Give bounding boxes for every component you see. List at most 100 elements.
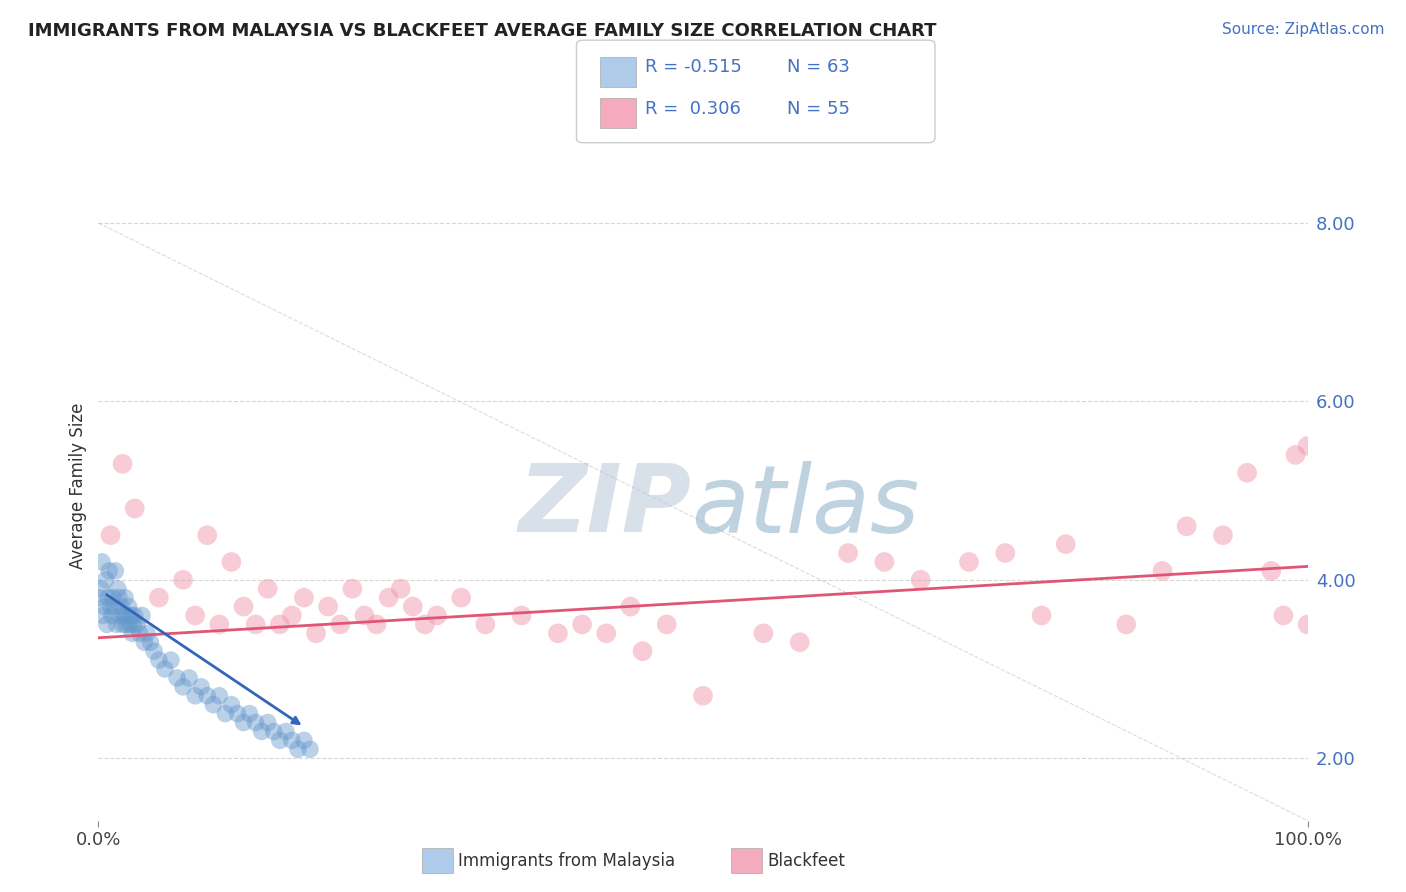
Point bbox=[96, 617, 118, 632]
Point bbox=[402, 599, 425, 614]
Point bbox=[287, 742, 309, 756]
Point bbox=[120, 608, 142, 623]
Point bbox=[98, 564, 121, 578]
Point bbox=[232, 599, 254, 614]
Point bbox=[114, 591, 136, 605]
Point bbox=[305, 626, 328, 640]
Text: Blackfeet: Blackfeet bbox=[768, 852, 845, 870]
Point bbox=[93, 599, 115, 614]
Point bbox=[124, 608, 146, 623]
Point bbox=[143, 644, 166, 658]
Point bbox=[226, 706, 249, 721]
Point bbox=[547, 626, 569, 640]
Point bbox=[329, 617, 352, 632]
Point bbox=[1296, 617, 1319, 632]
Point bbox=[1260, 564, 1282, 578]
Point bbox=[131, 608, 153, 623]
Point bbox=[148, 591, 170, 605]
Point bbox=[752, 626, 775, 640]
Point bbox=[1212, 528, 1234, 542]
Point bbox=[89, 591, 111, 605]
Point bbox=[269, 733, 291, 747]
Point bbox=[110, 599, 132, 614]
Point bbox=[100, 599, 122, 614]
Point bbox=[103, 599, 125, 614]
Point bbox=[353, 608, 375, 623]
Point bbox=[208, 617, 231, 632]
Point bbox=[101, 591, 124, 605]
Text: atlas: atlas bbox=[690, 460, 920, 552]
Point bbox=[97, 591, 120, 605]
Point bbox=[245, 715, 267, 730]
Point bbox=[1054, 537, 1077, 551]
Point bbox=[90, 582, 112, 596]
Point bbox=[111, 457, 134, 471]
Point bbox=[292, 733, 315, 747]
Point bbox=[153, 662, 176, 676]
Point bbox=[232, 715, 254, 730]
Point bbox=[281, 733, 304, 747]
Point bbox=[994, 546, 1017, 560]
Point bbox=[619, 599, 641, 614]
Point bbox=[256, 715, 278, 730]
Text: N = 55: N = 55 bbox=[787, 100, 851, 118]
Point bbox=[94, 573, 117, 587]
Point bbox=[214, 706, 236, 721]
Point bbox=[111, 617, 134, 632]
Point bbox=[118, 617, 141, 632]
Point bbox=[118, 599, 141, 614]
Point bbox=[299, 742, 322, 756]
Text: N = 63: N = 63 bbox=[787, 58, 851, 76]
Point bbox=[122, 617, 145, 632]
Point bbox=[195, 689, 218, 703]
Point bbox=[100, 608, 122, 623]
Point bbox=[389, 582, 412, 596]
Point bbox=[510, 608, 533, 623]
Point bbox=[910, 573, 932, 587]
Point bbox=[1115, 617, 1137, 632]
Point bbox=[104, 564, 127, 578]
Text: Immigrants from Malaysia: Immigrants from Malaysia bbox=[458, 852, 675, 870]
Point bbox=[202, 698, 225, 712]
Point bbox=[190, 680, 212, 694]
Point bbox=[281, 608, 304, 623]
Point bbox=[124, 501, 146, 516]
Point bbox=[1152, 564, 1174, 578]
Point bbox=[474, 617, 496, 632]
Point bbox=[1236, 466, 1258, 480]
Point bbox=[292, 591, 315, 605]
Point bbox=[873, 555, 896, 569]
Point bbox=[128, 626, 150, 640]
Point bbox=[595, 626, 617, 640]
Point bbox=[221, 555, 243, 569]
Point bbox=[269, 617, 291, 632]
Point bbox=[121, 626, 143, 640]
Point bbox=[172, 680, 194, 694]
Point bbox=[1284, 448, 1306, 462]
Point bbox=[413, 617, 436, 632]
Point bbox=[148, 653, 170, 667]
Point bbox=[316, 599, 339, 614]
Point bbox=[160, 653, 183, 667]
Point bbox=[1272, 608, 1295, 623]
Point bbox=[108, 608, 131, 623]
Point bbox=[837, 546, 859, 560]
Point bbox=[184, 608, 207, 623]
Point bbox=[631, 644, 654, 658]
Point bbox=[105, 617, 128, 632]
Point bbox=[134, 635, 156, 649]
Point bbox=[117, 608, 139, 623]
Point bbox=[135, 626, 157, 640]
Point bbox=[107, 582, 129, 596]
Point bbox=[179, 671, 201, 685]
Point bbox=[571, 617, 593, 632]
Point bbox=[377, 591, 399, 605]
Text: R = -0.515: R = -0.515 bbox=[645, 58, 742, 76]
Point bbox=[245, 617, 267, 632]
Point bbox=[91, 555, 114, 569]
Text: R =  0.306: R = 0.306 bbox=[645, 100, 741, 118]
Point bbox=[366, 617, 388, 632]
Point bbox=[1031, 608, 1053, 623]
Point bbox=[250, 724, 273, 739]
Point bbox=[172, 573, 194, 587]
